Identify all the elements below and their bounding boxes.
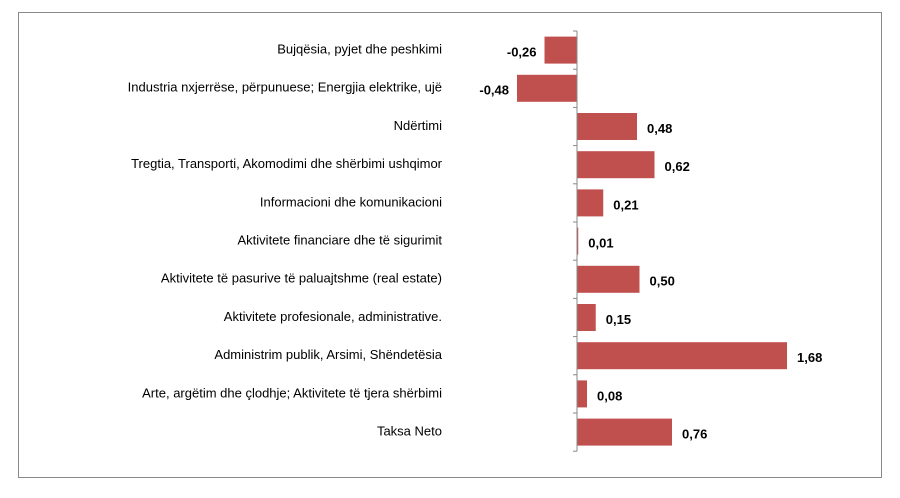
chart-frame bbox=[18, 12, 882, 478]
bar bbox=[577, 418, 672, 446]
bar bbox=[577, 342, 787, 370]
bar bbox=[517, 74, 577, 102]
bar bbox=[544, 36, 577, 64]
category-label: Informacioni dhe komunikacioni bbox=[260, 194, 442, 209]
bar bbox=[577, 189, 604, 217]
value-label: 0,08 bbox=[597, 388, 622, 403]
value-label: 0,15 bbox=[606, 312, 631, 327]
category-label: Aktivitete profesionale, administrative. bbox=[224, 309, 442, 324]
value-label: 0,50 bbox=[650, 274, 675, 289]
category-label: Industria nxjerrëse, përpunuese; Energji… bbox=[128, 80, 442, 95]
value-label: 1,68 bbox=[797, 350, 822, 365]
bar bbox=[577, 265, 640, 293]
value-label: 0,76 bbox=[682, 427, 707, 442]
value-label: 0,48 bbox=[647, 121, 672, 136]
category-label: Aktivitete financiare dhe të sigurimit bbox=[238, 233, 443, 248]
value-label: -0,26 bbox=[507, 45, 537, 60]
bar bbox=[577, 113, 637, 140]
bar bbox=[577, 151, 655, 179]
category-label: Taksa Neto bbox=[377, 424, 442, 439]
value-label: 0,01 bbox=[588, 236, 613, 251]
bar bbox=[577, 227, 579, 255]
category-label: Administrim publik, Arsimi, Shëndetësia bbox=[214, 347, 442, 362]
value-label: 0,21 bbox=[613, 197, 638, 212]
value-label: 0,62 bbox=[665, 159, 690, 174]
category-label: Arte, argëtim dhe çlodhje; Aktivitete të… bbox=[142, 385, 442, 400]
value-label: -0,48 bbox=[479, 83, 509, 98]
category-label: Tregtia, Transporti, Akomodimi dhe shërb… bbox=[131, 156, 443, 171]
bar bbox=[577, 304, 596, 331]
category-label: Bujqësia, pyjet dhe peshkimi bbox=[277, 42, 442, 57]
bar bbox=[577, 380, 587, 408]
category-label: Aktivitete të pasurive të paluajtshme (r… bbox=[161, 271, 442, 286]
category-label: Ndërtimi bbox=[394, 118, 443, 133]
